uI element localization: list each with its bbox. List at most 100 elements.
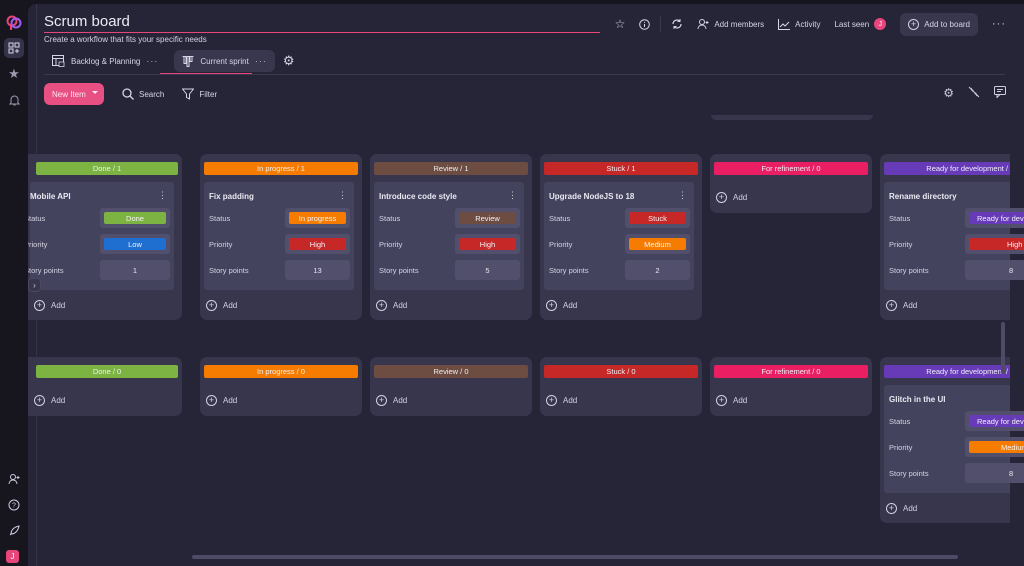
story-points-value[interactable]: 8 bbox=[965, 463, 1024, 483]
board-settings-gear-icon[interactable]: ⚙ bbox=[943, 86, 954, 100]
tab-more-icon[interactable]: ··· bbox=[146, 56, 159, 66]
column-header[interactable]: Stuck / 0 bbox=[544, 365, 698, 378]
priority-field: Priority Low bbox=[28, 234, 170, 254]
column-header[interactable]: For refinement / 0 bbox=[714, 365, 868, 378]
story-points-value[interactable]: 2 bbox=[625, 260, 690, 280]
column-in-progress: In progress / 0 + Add bbox=[200, 357, 362, 416]
activity-button[interactable]: Activity bbox=[778, 18, 820, 30]
tab-more-icon[interactable]: ··· bbox=[254, 56, 267, 66]
item-title[interactable]: Fix padding bbox=[209, 192, 254, 201]
item-card[interactable]: Mobile API ⋮ Status Done Priority Low St… bbox=[28, 182, 174, 290]
story-points-field: Story points 8 bbox=[889, 463, 1024, 483]
story-points-value[interactable]: 5 bbox=[455, 260, 520, 280]
tab-backlog-planning[interactable]: Backlog & Planning ··· bbox=[44, 50, 166, 72]
boards-icon[interactable] bbox=[4, 38, 24, 58]
status-badge[interactable]: In progress bbox=[289, 212, 346, 224]
horizontal-scrollbar[interactable] bbox=[192, 555, 958, 559]
item-title[interactable]: Mobile API bbox=[30, 192, 71, 201]
column-header[interactable]: For refinement / 0 bbox=[714, 162, 868, 175]
item-card[interactable]: Rename directory Status Ready for develo… bbox=[884, 182, 1024, 290]
card-menu-icon[interactable]: ⋮ bbox=[158, 190, 167, 200]
table-view-icon bbox=[52, 55, 65, 67]
last-seen-button[interactable]: Last seen J bbox=[834, 18, 887, 30]
status-badge[interactable]: Ready for develo bbox=[969, 212, 1024, 224]
vertical-scrollbar[interactable] bbox=[1001, 322, 1005, 374]
add-item-button[interactable]: + Add bbox=[376, 300, 407, 311]
column-header[interactable]: Done / 1 bbox=[36, 162, 178, 175]
item-card[interactable]: Glitch in the UI Status Ready for develo… bbox=[884, 385, 1024, 493]
story-points-value[interactable]: 1 bbox=[100, 260, 170, 280]
add-item-button[interactable]: + Add bbox=[206, 300, 237, 311]
story-points-value[interactable]: 8 bbox=[965, 260, 1024, 280]
board-title[interactable]: Scrum board bbox=[44, 13, 130, 30]
column-header[interactable]: In progress / 0 bbox=[204, 365, 358, 378]
item-card[interactable]: Upgrade NodeJS to 18 ⋮ Status Stuck Prio… bbox=[544, 182, 694, 290]
chevron-down-icon[interactable] bbox=[92, 91, 98, 94]
add-item-button[interactable]: + Add bbox=[34, 395, 65, 406]
column-header[interactable]: Review / 1 bbox=[374, 162, 528, 175]
column-header[interactable]: Ready for development / bbox=[884, 365, 1010, 378]
status-badge[interactable]: Ready for develo bbox=[969, 415, 1024, 427]
whats-new-rocket-icon[interactable] bbox=[4, 521, 24, 541]
priority-badge[interactable]: High bbox=[969, 238, 1024, 250]
item-card[interactable]: Fix padding ⋮ Status In progress Priorit… bbox=[204, 182, 354, 290]
sync-icon[interactable] bbox=[671, 18, 683, 30]
invite-user-icon[interactable] bbox=[4, 469, 24, 489]
add-members-button[interactable]: Add members bbox=[697, 18, 764, 30]
item-title[interactable]: Rename directory bbox=[889, 192, 957, 201]
priority-badge[interactable]: High bbox=[459, 238, 516, 250]
add-item-button[interactable]: + Add bbox=[206, 395, 237, 406]
priority-badge[interactable]: High bbox=[289, 238, 346, 250]
tab-current-sprint[interactable]: Current sprint ··· bbox=[174, 50, 275, 72]
card-menu-icon[interactable]: ⋮ bbox=[338, 190, 347, 200]
info-icon[interactable] bbox=[639, 18, 651, 30]
priority-badge[interactable]: Low bbox=[104, 238, 166, 250]
comments-icon[interactable] bbox=[994, 86, 1006, 100]
add-item-button[interactable]: + Add bbox=[886, 503, 917, 514]
column-stuck: Stuck / 0 + Add bbox=[540, 357, 702, 416]
story-points-field: Story points 8 bbox=[889, 260, 1024, 280]
add-item-button[interactable]: + Add bbox=[716, 395, 747, 406]
more-options-icon[interactable]: ··· bbox=[992, 18, 1006, 30]
item-title[interactable]: Introduce code style bbox=[379, 192, 457, 201]
search-button[interactable]: Search bbox=[122, 88, 164, 100]
priority-badge[interactable]: Medium bbox=[969, 441, 1024, 453]
status-badge[interactable]: Done bbox=[104, 212, 166, 224]
add-item-button[interactable]: + Add bbox=[716, 192, 747, 203]
notifications-bell-icon[interactable] bbox=[4, 90, 24, 110]
collapse-icon[interactable] bbox=[968, 86, 980, 100]
column-header[interactable]: In progress / 1 bbox=[204, 162, 358, 175]
help-icon[interactable]: ? bbox=[4, 495, 24, 515]
user-avatar[interactable]: J bbox=[6, 550, 19, 563]
status-badge[interactable]: Review bbox=[459, 212, 516, 224]
add-item-button[interactable]: + Add bbox=[376, 395, 407, 406]
search-icon bbox=[122, 88, 134, 100]
add-to-board-button[interactable]: + Add to board bbox=[900, 12, 978, 36]
story-points-value[interactable]: 13 bbox=[285, 260, 350, 280]
app-logo-icon[interactable] bbox=[5, 14, 23, 32]
card-menu-icon[interactable]: ⋮ bbox=[508, 190, 517, 200]
item-title[interactable]: Upgrade NodeJS to 18 bbox=[549, 192, 635, 201]
view-settings-gear-icon[interactable]: ⚙ bbox=[282, 53, 295, 68]
column-header[interactable]: Review / 0 bbox=[374, 365, 528, 378]
add-item-button[interactable]: + Add bbox=[546, 300, 577, 311]
new-item-button[interactable]: New Item bbox=[44, 83, 104, 105]
column-header[interactable]: Stuck / 1 bbox=[544, 162, 698, 175]
column-header[interactable]: Done / 0 bbox=[36, 365, 178, 378]
filter-button[interactable]: Filter bbox=[182, 88, 217, 100]
expand-sidebar-chevron-icon[interactable]: › bbox=[28, 278, 41, 292]
add-item-button[interactable]: + Add bbox=[886, 300, 917, 311]
board-description[interactable]: Create a workflow that fits your specifi… bbox=[44, 35, 207, 44]
add-item-button[interactable]: + Add bbox=[546, 395, 577, 406]
item-title[interactable]: Glitch in the UI bbox=[889, 395, 946, 404]
status-badge[interactable]: Stuck bbox=[629, 212, 686, 224]
favorite-star-icon[interactable]: ☆ bbox=[614, 17, 626, 31]
column-header[interactable]: Ready for development / bbox=[884, 162, 1010, 175]
priority-badge[interactable]: Medium bbox=[629, 238, 686, 250]
card-menu-icon[interactable]: ⋮ bbox=[678, 190, 687, 200]
tab-label: Current sprint bbox=[200, 56, 249, 66]
favorites-star-icon[interactable]: ★ bbox=[8, 66, 20, 81]
add-item-button[interactable]: + Add bbox=[34, 300, 65, 311]
item-card[interactable]: Introduce code style ⋮ Status Review Pri… bbox=[374, 182, 524, 290]
story-points-field: Story points 1 bbox=[28, 260, 170, 280]
